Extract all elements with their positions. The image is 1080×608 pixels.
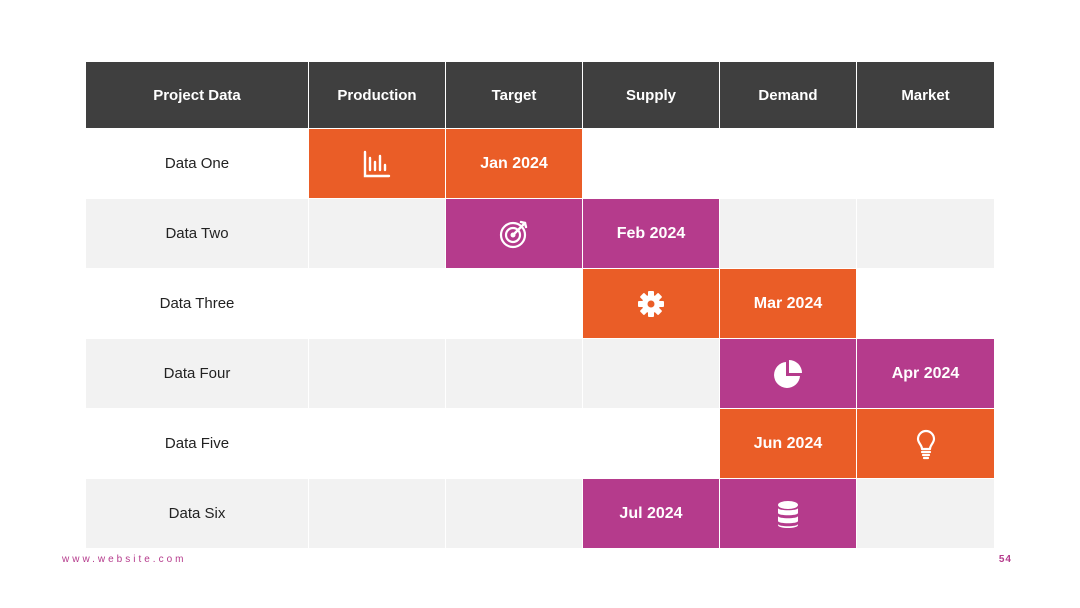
target-icon <box>499 220 528 248</box>
header-supply: Supply <box>582 62 719 128</box>
row-label-data-six: Data Six <box>86 478 308 548</box>
cell-data-five-market <box>856 408 994 478</box>
cell-data-three-supply <box>582 268 719 338</box>
cell-data-one-supply <box>582 128 719 198</box>
cell-data-four-target <box>445 338 582 408</box>
page-number: 54 <box>998 554 1012 565</box>
cell-data-one-target: Jan 2024 <box>445 128 582 198</box>
cell-data-six-market <box>856 478 994 548</box>
header-demand: Demand <box>719 62 856 128</box>
header-market: Market <box>856 62 994 128</box>
cell-data-five-production <box>308 408 445 478</box>
row-label-data-three: Data Three <box>86 268 308 338</box>
header-project-data: Project Data <box>86 62 308 128</box>
cell-data-four-production <box>308 338 445 408</box>
row-label-data-five: Data Five <box>86 408 308 478</box>
cell-data-four-demand <box>719 338 856 408</box>
header-production: Production <box>308 62 445 128</box>
lightbulb-icon <box>916 429 935 459</box>
cell-data-one-production <box>308 128 445 198</box>
gear-icon <box>638 290 664 317</box>
footer-website: www.website.com <box>62 554 187 565</box>
cell-data-five-target <box>445 408 582 478</box>
pie-chart-icon <box>774 359 802 388</box>
cell-data-one-demand <box>719 128 856 198</box>
cell-data-three-market <box>856 268 994 338</box>
cell-data-six-target <box>445 478 582 548</box>
cell-data-five-supply <box>582 408 719 478</box>
cell-data-five-demand: Jun 2024 <box>719 408 856 478</box>
row-label-data-two: Data Two <box>86 198 308 268</box>
cell-data-two-demand <box>719 198 856 268</box>
cell-data-six-supply: Jul 2024 <box>582 478 719 548</box>
project-timeline-table: Project Data Production Target Supply De… <box>86 62 994 548</box>
row-label-data-four: Data Four <box>86 338 308 408</box>
cell-data-one-market <box>856 128 994 198</box>
header-target: Target <box>445 62 582 128</box>
row-label-data-one: Data One <box>86 128 308 198</box>
bar-chart-icon <box>363 150 391 177</box>
cell-data-four-supply <box>582 338 719 408</box>
cell-data-six-demand <box>719 478 856 548</box>
database-icon <box>778 500 798 528</box>
cell-data-three-target <box>445 268 582 338</box>
cell-data-two-market <box>856 198 994 268</box>
cell-data-two-supply: Feb 2024 <box>582 198 719 268</box>
cell-data-two-production <box>308 198 445 268</box>
cell-data-four-market: Apr 2024 <box>856 338 994 408</box>
cell-data-two-target <box>445 198 582 268</box>
cell-data-six-production <box>308 478 445 548</box>
cell-data-three-production <box>308 268 445 338</box>
cell-data-three-demand: Mar 2024 <box>719 268 856 338</box>
